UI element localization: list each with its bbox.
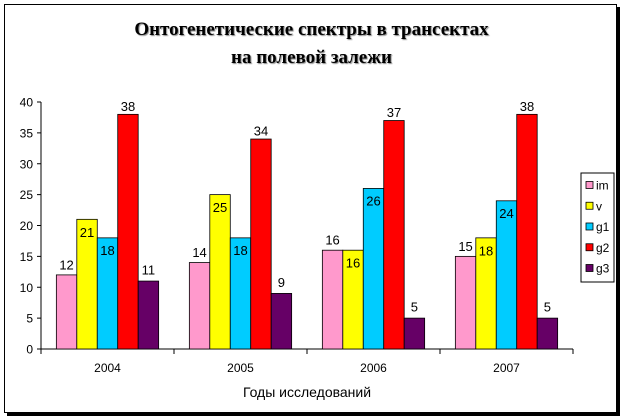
data-label-im-2004: 12: [59, 257, 73, 272]
data-label-v-2004: 21: [80, 225, 94, 240]
bars: [55, 113, 559, 350]
legend-swatch-g3: [585, 264, 594, 272]
bar-im-2007: [454, 255, 477, 350]
legend-swatch-g2: [585, 243, 594, 252]
y-tick-label: 30: [20, 157, 34, 171]
legend-label-im: im: [596, 179, 609, 193]
data-label-v-2007: 18: [479, 243, 493, 258]
bar-im-2006: [321, 249, 344, 350]
data-label-g3-2004: 11: [142, 263, 156, 278]
data-label-im-2006: 16: [325, 233, 339, 248]
y-tick-label: 15: [20, 250, 34, 264]
y-tick-label: 10: [20, 281, 34, 295]
bar-g2-2007: [516, 113, 538, 350]
bar-g1-2006: [362, 188, 385, 350]
y-tick-label: 5: [26, 312, 33, 326]
bar-g1-2007: [495, 200, 518, 350]
legend-label-v: v: [596, 199, 602, 213]
data-label-g1-2007: 24: [499, 206, 513, 221]
data-label-g1-2004: 18: [100, 243, 114, 258]
bar-g3-2006: [403, 317, 426, 350]
bar-g3-2007: [536, 317, 559, 350]
bar-v-2005: [209, 194, 231, 350]
legend-swatch-g1: [585, 222, 594, 231]
y-tick-label: 40: [20, 96, 34, 110]
data-label-g3-2005: 9: [278, 275, 285, 290]
legend-swatch-v: [585, 201, 594, 210]
legend-swatch-im: [585, 181, 594, 189]
data-label-g1-2005: 18: [233, 243, 247, 258]
y-tick-label: 35: [20, 126, 34, 140]
legend-label-g2: g2: [596, 241, 610, 255]
data-labels: 12 14 16 15 21 25 16 18 18 18 26 24 38 34 37 38 11 9 5 5: [59, 99, 551, 315]
x-tick-label: 2006: [360, 361, 387, 375]
legend-label-g3: g3: [596, 262, 610, 276]
bar-g2-2006: [383, 120, 405, 350]
x-tick-label: 2005: [227, 361, 254, 375]
data-label-g2-2004: 38: [121, 99, 135, 114]
chart-title: Онтогенетические спектры в трансектах на…: [134, 19, 489, 68]
bar-g3-2004: [137, 280, 160, 350]
data-label-g2-2006: 37: [387, 105, 401, 120]
data-label-g3-2007: 5: [544, 300, 551, 315]
data-label-im-2007: 15: [458, 239, 472, 254]
bar-g2-2004: [117, 113, 139, 350]
data-label-g1-2006: 26: [366, 193, 380, 208]
data-label-g2-2005: 34: [254, 124, 268, 139]
data-label-v-2006: 16: [346, 256, 360, 271]
x-tick-label: 2007: [493, 361, 520, 375]
x-axis-title: Годы исследований: [243, 384, 371, 400]
x-tick-label: 2004: [94, 361, 121, 375]
data-label-im-2005: 14: [192, 245, 206, 260]
data-label-v-2005: 25: [213, 200, 227, 215]
legend: im v g1 g2 g3: [580, 172, 615, 283]
bar-g3-2005: [270, 293, 293, 350]
data-label-g3-2006: 5: [411, 300, 418, 315]
y-tick-label: 20: [20, 219, 34, 233]
bar-im-2005: [188, 262, 211, 350]
y-tick-label: 0: [26, 343, 33, 357]
legend-label-g1: g1: [596, 220, 610, 234]
data-label-g2-2007: 38: [520, 99, 534, 114]
bar-im-2004: [55, 274, 78, 350]
bar-g2-2005: [250, 138, 272, 350]
y-tick-label: 25: [20, 188, 34, 202]
